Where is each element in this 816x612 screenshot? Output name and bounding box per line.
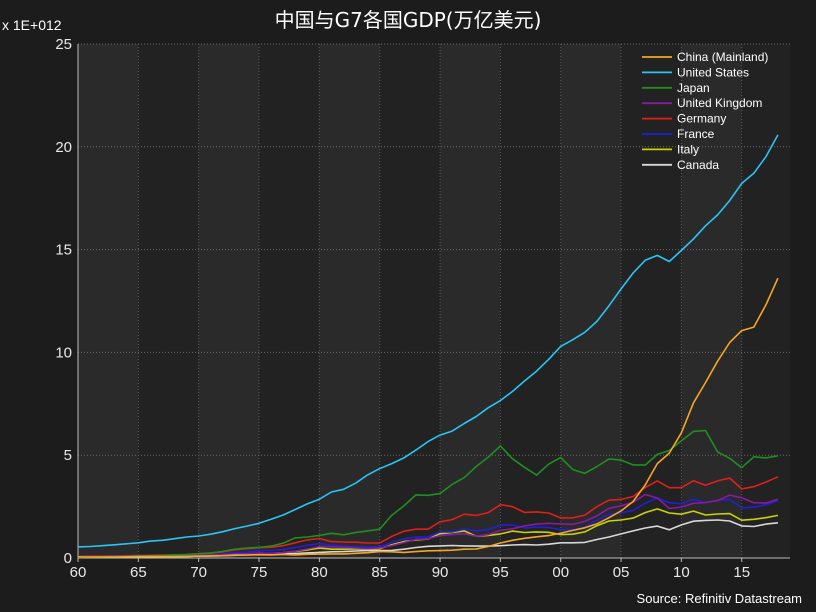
legend-label: United Kingdom [677,96,762,110]
chart-title: 中国与G7各国GDP(万亿美元) [275,8,542,32]
x-tick-label: 85 [371,564,388,581]
plot-band [440,44,501,558]
legend-label: Canada [677,158,719,172]
x-tick-label: 10 [673,564,690,581]
legend-label: Germany [677,112,726,126]
series-line-united-states [77,134,779,548]
series-line-united-kingdom [77,493,779,558]
plot-band [259,44,320,558]
plot-band [319,44,380,558]
x-tick-label: 95 [492,564,509,581]
y-tick-label: 0 [64,550,72,567]
plot-band [379,44,441,558]
legend-label: United States [677,65,749,79]
x-tick-label: 90 [432,564,449,581]
x-tick-label: 00 [552,564,569,581]
x-tick-label: 65 [130,564,147,581]
x-tick-label: 70 [190,564,207,581]
x-tick-label: 15 [733,564,750,581]
plot-band [78,44,139,558]
y-tick-label: 5 [64,447,72,464]
y-tick-label: 15 [55,242,72,259]
y-tick-label: 20 [55,139,72,156]
x-tick-label: 05 [613,564,630,581]
x-tick-label: 80 [311,564,328,581]
legend-label: China (Mainland) [677,50,768,64]
series-lines [77,134,779,559]
source-note: Source: Refinitiv Datastream [637,591,802,606]
unit-label: x 1E+012 [2,17,62,33]
series-line-japan [77,429,779,558]
plot-band [621,44,682,558]
y-tick-label: 25 [55,36,72,53]
plot-band [198,44,260,558]
plot-band [741,44,790,558]
x-tick-label: 75 [251,564,268,581]
y-tick-label: 10 [55,344,72,361]
plot-band [138,44,199,558]
legend: China (Mainland)United States JapanUnited… [642,50,768,172]
legend-label: France [677,127,715,141]
plot-band [500,44,561,558]
plot-band [560,44,622,558]
legend-label: Japan [677,81,710,95]
plot-band [681,44,742,558]
series-line-china-mainland [77,277,779,558]
x-tick-label: 60 [70,564,87,581]
legend-label: Italy [677,142,699,156]
